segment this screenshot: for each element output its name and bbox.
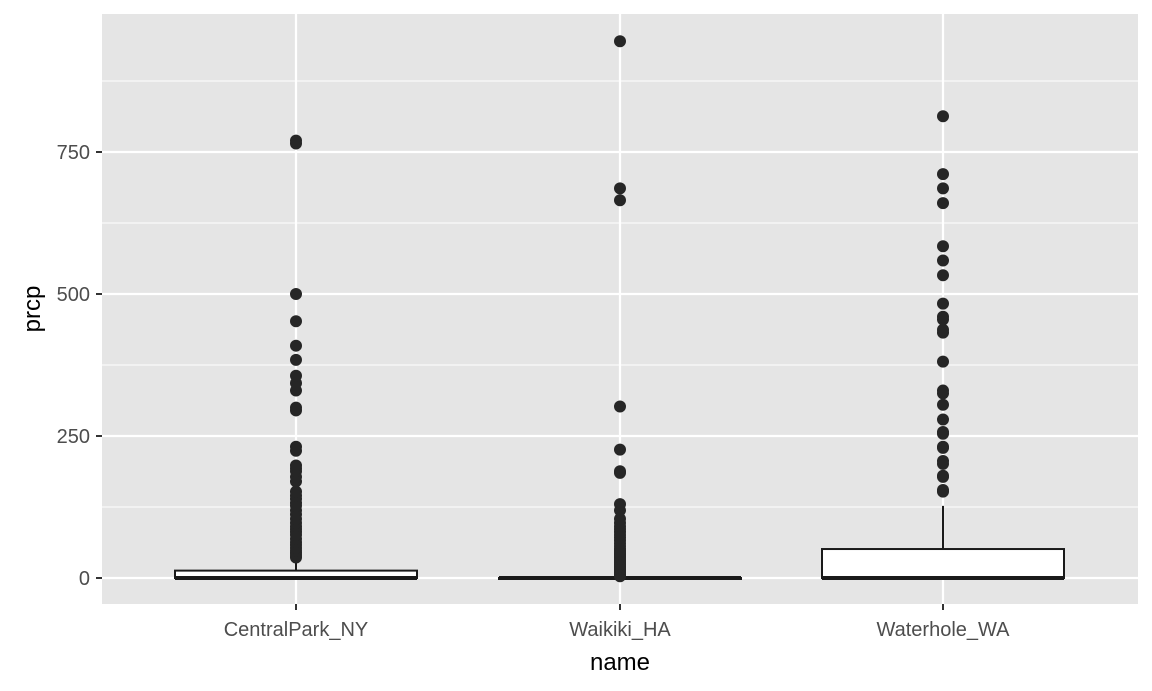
y-axis-title: prcp bbox=[19, 286, 46, 333]
outlier-point bbox=[614, 35, 626, 48]
x-axis-ticks: CentralPark_NY Waikiki_HA Waterhole_WA bbox=[224, 604, 1010, 641]
outlier-point bbox=[614, 182, 626, 195]
box-group bbox=[174, 134, 418, 580]
outlier-point bbox=[614, 194, 626, 207]
x-tick-label: Waikiki_HA bbox=[569, 619, 671, 641]
y-tick-label: 750 bbox=[57, 142, 90, 164]
outlier-point bbox=[937, 168, 949, 181]
outlier-point bbox=[937, 269, 949, 282]
y-tick-label: 0 bbox=[79, 568, 90, 590]
outlier-point bbox=[614, 512, 626, 525]
y-axis-ticks: 0 250 500 750 bbox=[57, 142, 102, 590]
outlier-point bbox=[290, 440, 302, 453]
outlier-point bbox=[290, 369, 302, 382]
outlier-point bbox=[937, 440, 949, 453]
outlier-point bbox=[290, 353, 302, 366]
x-tick-label: Waterhole_WA bbox=[876, 619, 1010, 641]
box-group bbox=[498, 35, 742, 583]
outlier-point bbox=[937, 197, 949, 210]
box-iqr bbox=[821, 548, 1065, 579]
outlier-point bbox=[937, 310, 949, 323]
outlier-point bbox=[937, 182, 949, 195]
outlier-point bbox=[614, 400, 626, 413]
outlier-point bbox=[614, 465, 626, 478]
box-group bbox=[821, 110, 1065, 580]
x-axis-title: name bbox=[590, 649, 650, 676]
outlier-point bbox=[290, 339, 302, 352]
outlier-point bbox=[937, 355, 949, 368]
outlier-point bbox=[614, 443, 626, 456]
outlier-point bbox=[290, 134, 302, 147]
y-tick-label: 250 bbox=[57, 426, 90, 448]
outlier-point bbox=[937, 240, 949, 253]
outlier-point bbox=[290, 401, 302, 414]
outlier-point bbox=[290, 459, 302, 472]
outlier-point bbox=[937, 426, 949, 439]
outlier-point bbox=[290, 485, 302, 498]
outlier-point bbox=[614, 498, 626, 511]
outlier-point bbox=[290, 288, 302, 300]
box-series bbox=[174, 35, 1065, 583]
x-tick-label: CentralPark_NY bbox=[224, 619, 369, 641]
outlier-point bbox=[937, 323, 949, 336]
outlier-point bbox=[290, 315, 302, 328]
outlier-point bbox=[937, 110, 949, 123]
outlier-point bbox=[937, 384, 949, 397]
outlier-point bbox=[937, 454, 949, 467]
outlier-point bbox=[937, 469, 949, 482]
outlier-point bbox=[937, 398, 949, 411]
outlier-point bbox=[937, 297, 949, 310]
outlier-point bbox=[937, 483, 949, 496]
outlier-point bbox=[937, 413, 949, 426]
outlier-point bbox=[937, 254, 949, 267]
y-tick-label: 500 bbox=[57, 284, 90, 306]
